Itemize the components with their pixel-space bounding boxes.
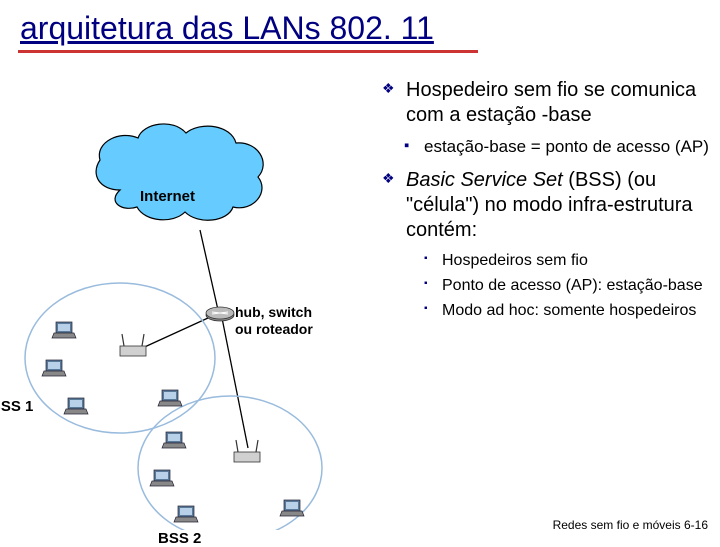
bullet-1a: estação-base = ponto de acesso (AP) xyxy=(380,136,710,158)
laptop-icon xyxy=(174,506,198,522)
slide-title: arquitetura das LANs 802. 11 xyxy=(20,10,434,47)
ap-icon xyxy=(120,334,146,356)
link-router-bss1 xyxy=(138,318,208,350)
bullet-list: Hospedeiro sem fio se comunica com a est… xyxy=(380,78,710,325)
laptop-icon xyxy=(64,398,88,414)
internet-cloud xyxy=(96,124,263,220)
bullet-2b: Ponto de acesso (AP): estação-base xyxy=(380,276,710,297)
bss1-ellipse xyxy=(25,283,215,433)
laptop-icon xyxy=(280,500,304,516)
internet-label: Internet xyxy=(140,188,195,205)
router-icon xyxy=(206,307,234,321)
laptop-icon xyxy=(150,470,174,486)
bullet-2: Basic Service Set (BSS) (ou "célula") no… xyxy=(380,168,710,243)
title-accent-line xyxy=(18,50,478,53)
bullet-2c: Modo ad hoc: somente hospedeiros xyxy=(380,301,710,322)
laptop-icon xyxy=(158,390,182,406)
bullet-2-italic: Basic Service Set xyxy=(406,169,563,191)
hub-label-l2: ou roteador xyxy=(235,321,313,337)
bullet-1: Hospedeiro sem fio se comunica com a est… xyxy=(380,78,710,128)
bullet-2a: Hospedeiros sem fio xyxy=(380,251,710,272)
laptop-icon xyxy=(52,322,76,338)
bss1-label: BSS 1 xyxy=(0,398,33,415)
laptop-icon xyxy=(162,432,186,448)
hub-label-l1: hub, switch xyxy=(235,304,312,320)
slide-footer: Redes sem fio e móveis 6-16 xyxy=(553,518,708,532)
bss2-label: BSS 2 xyxy=(158,530,201,547)
laptop-icon xyxy=(42,360,66,376)
hub-label: hub, switch ou roteador xyxy=(235,304,313,338)
diagram-svg xyxy=(0,60,370,530)
diagram-area: Internet hub, switch ou roteador BSS 1 B… xyxy=(0,60,370,530)
link-cloud-router xyxy=(200,230,218,310)
